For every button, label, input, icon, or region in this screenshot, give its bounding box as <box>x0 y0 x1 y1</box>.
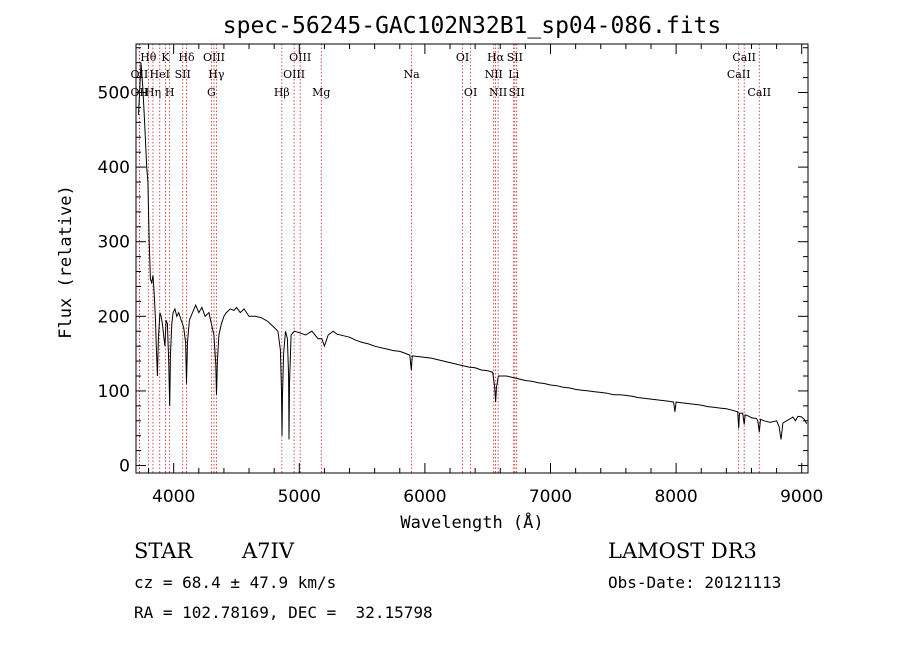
emission-line-markers <box>138 44 760 473</box>
y-tick-label: 500 <box>98 83 130 103</box>
x-tick-label: 8000 <box>654 487 697 507</box>
emission-line-label: Na <box>403 68 420 81</box>
chart-title: spec-56245-GAC102N32B1_sp04-086.fits <box>223 13 722 39</box>
emission-line-label: Hδ <box>178 51 195 64</box>
emission-line-label: OI <box>456 51 469 64</box>
y-tick-label: 200 <box>98 307 130 327</box>
spectrum-line <box>138 62 808 440</box>
emission-line-label: G <box>207 86 216 99</box>
emission-line-label: Hβ <box>274 86 290 99</box>
emission-line-labels: OIIOIIHθHηHeIKHSIIHδGOIIIHγHβOIIIOIIIMgN… <box>131 51 772 99</box>
x-tick-label: 9000 <box>780 487 823 507</box>
emission-line-label: OII <box>131 68 149 81</box>
plot-frame <box>135 43 809 474</box>
emission-line-label: Hγ <box>208 68 225 81</box>
y-tick-label: 300 <box>98 233 130 253</box>
emission-line-label: OIII <box>283 68 305 81</box>
emission-line-label: OIII <box>289 51 311 64</box>
emission-line-label: NII <box>485 68 503 81</box>
emission-line-label: OIII <box>203 51 225 64</box>
emission-line-label: CaII <box>747 86 771 99</box>
emission-line-label: Hα <box>487 51 505 64</box>
emission-line-label: SII <box>509 86 525 99</box>
emission-line-label: HeI <box>150 68 170 81</box>
y-axis: 0 100 200 300 400 500 <box>98 47 808 477</box>
y-tick-label: 0 <box>119 457 130 477</box>
survey-name: LAMOST DR3 <box>608 539 757 563</box>
emission-line-label: OI <box>464 86 477 99</box>
coordinates: RA = 102.78169, DEC = 32.15798 <box>134 603 433 622</box>
emission-line-label: SII <box>507 51 523 64</box>
emission-line-label: Mg <box>312 86 330 99</box>
y-tick-label: 400 <box>98 158 130 178</box>
emission-line-label: CaII <box>732 51 756 64</box>
emission-line-label: CaII <box>727 68 751 81</box>
emission-line-label: NII <box>489 86 507 99</box>
object-subclass: A7IV <box>242 539 294 563</box>
emission-line-label: K <box>161 51 170 64</box>
emission-line-label: Hθ <box>140 51 157 64</box>
object-class: STAR <box>134 539 193 563</box>
emission-line-label: SII <box>175 68 191 81</box>
x-axis: 4000 5000 6000 7000 8000 9000 <box>148 44 823 507</box>
x-tick-label: 6000 <box>403 487 446 507</box>
y-tick-label: 100 <box>98 382 130 402</box>
observation-date: Obs-Date: 20121113 <box>608 573 782 592</box>
y-axis-label: Flux (relative) <box>56 185 76 339</box>
x-axis-label: Wavelength (Å) <box>400 511 543 533</box>
x-tick-label: 5000 <box>278 487 321 507</box>
emission-line-label: Hη <box>145 86 161 99</box>
emission-line-label: H <box>165 86 175 99</box>
emission-line-label: Li <box>508 68 519 81</box>
x-tick-label: 4000 <box>152 487 195 507</box>
x-tick-label: 7000 <box>529 487 572 507</box>
redshift-velocity: cz = 68.4 ± 47.9 km/s <box>134 573 337 592</box>
